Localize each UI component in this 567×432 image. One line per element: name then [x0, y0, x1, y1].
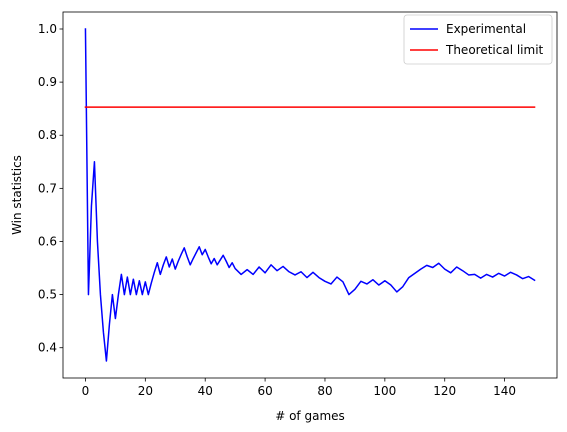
series-line-experimental [84, 28, 536, 362]
x-tick-label: 0 [82, 384, 90, 398]
x-tick-label: 120 [433, 384, 456, 398]
y-tick-label: 0.5 [38, 288, 57, 302]
x-axis-ticks: 0 20 40 60 80 100 120 140 [82, 378, 516, 398]
x-tick-label: 40 [198, 384, 213, 398]
y-tick-label: 0.7 [38, 181, 57, 195]
legend: Experimental Theoretical limit [403, 14, 553, 65]
x-axis-label: # of games [275, 409, 345, 423]
legend-box [403, 14, 553, 65]
y-axis-ticks: 0.4 0.5 0.6 0.7 0.8 0.9 1.0 [38, 22, 63, 355]
axes-frame [62, 11, 558, 379]
x-tick-label: 100 [373, 384, 396, 398]
x-tick-label: 20 [138, 384, 153, 398]
y-tick-label: 0.8 [38, 128, 57, 142]
y-tick-label: 0.4 [38, 341, 57, 355]
legend-label-experimental: Experimental [446, 22, 526, 36]
y-axis-label: Win statistics [10, 155, 24, 235]
legend-label-theoretical-limit: Theoretical limit [445, 43, 544, 57]
x-tick-label: 60 [257, 384, 272, 398]
x-tick-label: 80 [317, 384, 332, 398]
x-tick-label: 140 [493, 384, 516, 398]
y-tick-label: 1.0 [38, 22, 57, 36]
y-tick-label: 0.6 [38, 234, 57, 248]
y-tick-label: 0.9 [38, 75, 57, 89]
plot-layer [84, 28, 536, 362]
